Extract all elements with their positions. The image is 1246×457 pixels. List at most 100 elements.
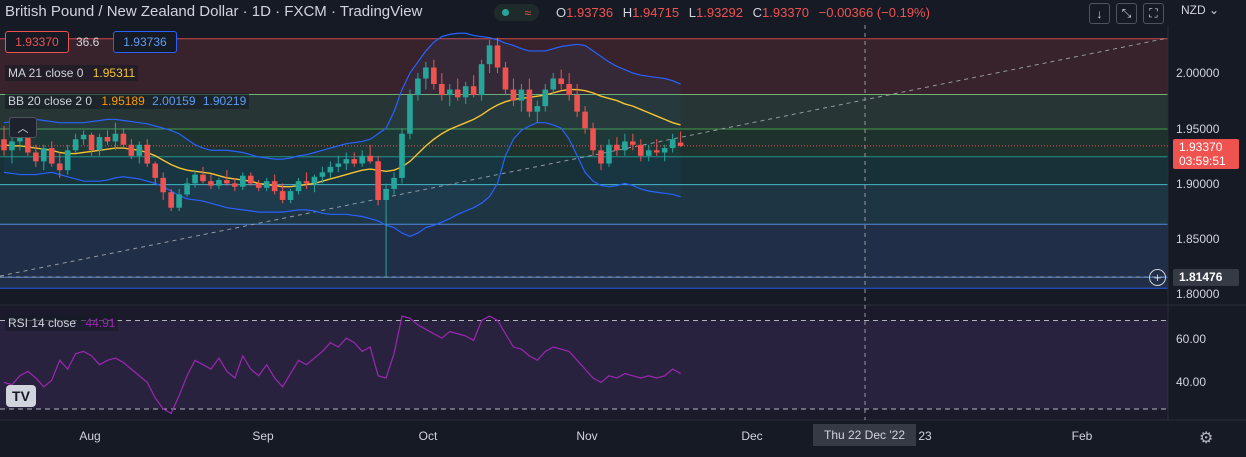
buy-button[interactable]: 1.93736: [113, 31, 177, 53]
time-axis-label: Aug: [79, 429, 101, 443]
trend-line: [0, 37, 1169, 277]
time-axis-label: Sep: [252, 429, 274, 443]
candle-body: [574, 95, 580, 112]
bb-lower-value: 1.90219: [202, 94, 247, 108]
sell-button[interactable]: 1.93370: [5, 31, 69, 53]
candle-body: [128, 144, 135, 156]
currency-selector[interactable]: NZD ⌄: [1181, 3, 1220, 17]
candle-body: [454, 89, 461, 98]
gear-icon[interactable]: ⚙: [1199, 430, 1214, 447]
candle-body: [359, 155, 365, 164]
candle-body: [224, 180, 230, 184]
status-indicator[interactable]: ≈: [494, 4, 539, 21]
candle-body: [48, 148, 55, 164]
candle-body: [566, 84, 572, 96]
time-axis-label: Nov: [576, 429, 598, 443]
candle-body: [41, 148, 47, 162]
rsi-legend[interactable]: RSI 14 close 44.91: [5, 315, 119, 331]
candle-body: [614, 144, 620, 151]
bar-countdown: 03:59:51: [1179, 154, 1226, 168]
candle-body: [335, 163, 342, 167]
candle-body: [351, 159, 358, 164]
wave-icon: ≈: [524, 5, 532, 20]
rsi-band: [0, 320, 1168, 409]
candle-body: [303, 181, 310, 184]
candle-body: [462, 86, 469, 98]
candle-body: [550, 78, 557, 90]
open-value: 1.93736: [566, 5, 614, 20]
candle-body: [518, 89, 525, 101]
candle-body: [25, 137, 31, 153]
candle-body: [590, 128, 596, 151]
collapse-icon[interactable]: ⤡: [1116, 3, 1137, 24]
bb-lower-line: [3, 122, 681, 238]
close-value: 1.93370: [762, 5, 810, 20]
time-axis-label: Dec: [741, 429, 763, 443]
candle-body: [9, 141, 15, 151]
candle-body: [271, 181, 278, 192]
candle-body: [136, 144, 143, 156]
rsi-line: [3, 315, 681, 415]
candle-body: [279, 191, 286, 200]
time-axis-label: Oct: [418, 429, 438, 443]
fullscreen-icon[interactable]: ⛶: [1143, 3, 1164, 24]
ohlc-readout: O1.93736 H1.94715 L1.93292 C1.93370 −0.0…: [556, 5, 930, 20]
plus-icon[interactable]: +: [1149, 269, 1166, 286]
candle-body: [606, 144, 612, 164]
candle-body: [375, 161, 381, 200]
candle-body: [33, 152, 39, 162]
candle-body: [446, 89, 453, 96]
candle-body: [669, 139, 676, 149]
candle-body: [622, 141, 628, 151]
fib-zone: [0, 184, 1168, 225]
price-axis-label: 1.80000: [1176, 287, 1220, 301]
candle-body: [64, 150, 71, 171]
candle-body: [630, 141, 636, 145]
fib-zone: [0, 277, 1168, 289]
candle-body: [638, 144, 644, 156]
chevron-down-icon: ⌄: [1209, 3, 1220, 17]
candle-body: [144, 144, 151, 164]
candle-body: [494, 45, 501, 68]
candle-body: [96, 137, 103, 151]
candle-body: [216, 180, 222, 186]
candle-body: [311, 176, 318, 184]
candle-body: [526, 89, 533, 112]
candle-body: [200, 174, 206, 182]
crosshair-price-tag: 1.81476: [1173, 269, 1239, 286]
candle-body: [653, 150, 660, 153]
symbol-title[interactable]: British Pound / New Zealand Dollar · 1D …: [5, 3, 423, 20]
arrow-down-icon[interactable]: ↓: [1089, 3, 1110, 24]
time-axis-label: Feb: [1071, 429, 1093, 443]
candle-body: [1, 139, 7, 151]
candle-body: [247, 175, 254, 184]
candle-body: [486, 45, 493, 65]
candle-body: [17, 137, 23, 142]
last-price-tag: 1.93370 03:59:51: [1173, 139, 1239, 169]
candle-body: [287, 191, 294, 200]
candle-body: [104, 137, 111, 142]
candle-body: [383, 188, 389, 200]
ma-legend[interactable]: MA 21 close 0 1.95311: [5, 65, 139, 81]
bb-legend[interactable]: BB 20 close 2 0 1.95189 2.00159 1.90219: [5, 93, 250, 109]
high-value: 1.94715: [632, 5, 680, 20]
tradingview-logo[interactable]: TV: [6, 385, 36, 407]
bb-basis-value: 1.95189: [101, 94, 145, 108]
candle-body: [319, 172, 326, 177]
spread-value: 36.6: [76, 35, 100, 49]
candle-body: [415, 78, 421, 96]
price-axis-label: 1.85000: [1176, 232, 1220, 246]
candle-body: [263, 181, 270, 188]
candle-body: [192, 174, 198, 184]
candle-body: [367, 155, 373, 162]
chevron-up-icon[interactable]: ︿: [9, 117, 37, 138]
candle-body: [558, 78, 564, 85]
candle-body: [176, 194, 182, 208]
fib-zone: [0, 224, 1168, 278]
candle-body: [645, 150, 652, 156]
candle-body: [112, 133, 119, 142]
candle-body: [160, 177, 166, 193]
candle-body: [391, 177, 397, 189]
bb-fill: [4, 33, 681, 237]
